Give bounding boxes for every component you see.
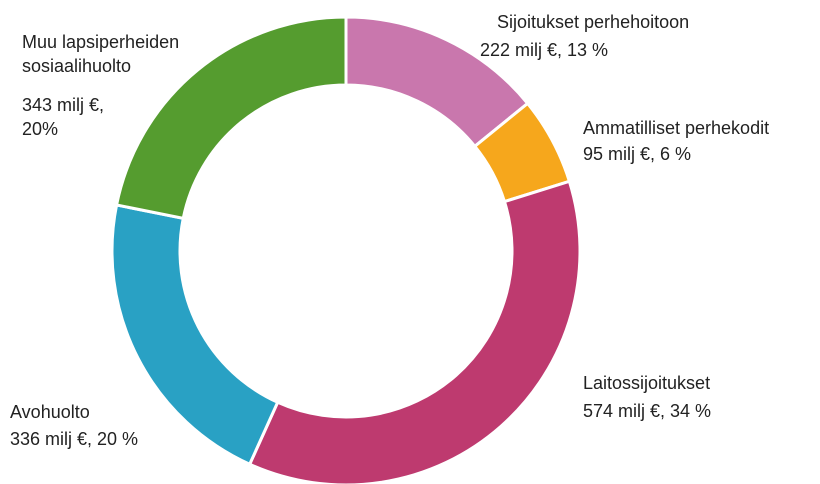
value-label: 343 milj €, 20% <box>22 95 105 139</box>
category-label: Sijoitukset perhehoitoon <box>497 12 690 32</box>
category-label: Avohuolto <box>10 402 90 422</box>
value-label: 574 milj €, 34 % <box>583 401 712 421</box>
donut-segment <box>247 179 582 484</box>
category-label: Muu lapsiperheiden sosiaalihuolto <box>22 32 180 76</box>
donut-segment <box>110 203 280 467</box>
category-label: Ammatilliset perhekodit <box>583 118 770 138</box>
donut-segment <box>114 15 348 221</box>
category-label: Laitossijoitukset <box>583 373 711 393</box>
value-label: 222 milj €, 13 % <box>480 40 609 60</box>
value-label: 95 milj €, 6 % <box>583 144 692 164</box>
value-label: 336 milj €, 20 % <box>10 429 139 449</box>
